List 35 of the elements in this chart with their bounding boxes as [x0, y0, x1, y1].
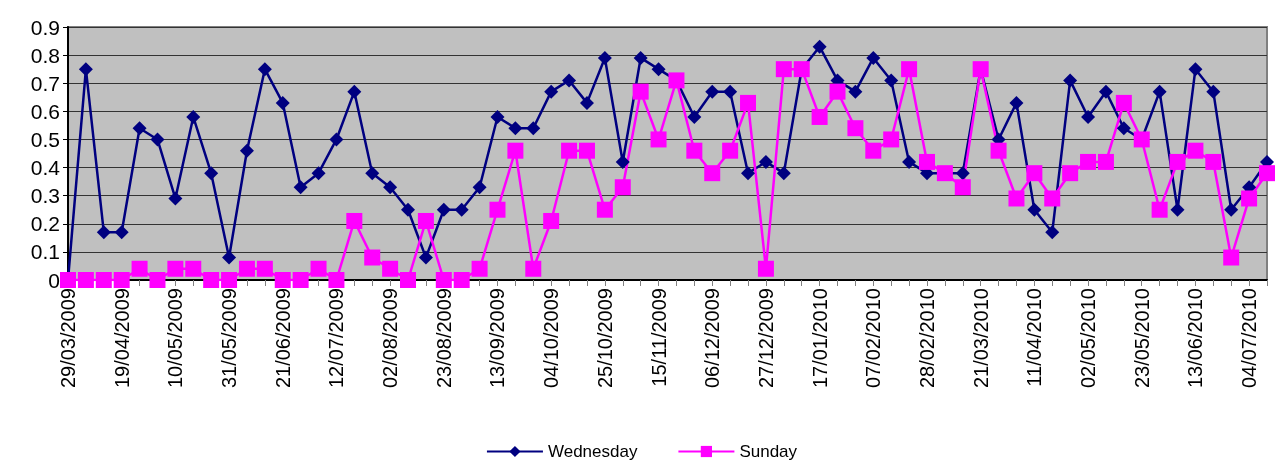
- x-tick-label: 04/10/2009: [540, 288, 563, 389]
- legend-label: Wednesday: [547, 442, 638, 461]
- x-tick-label: 21/06/2009: [271, 288, 294, 389]
- x-tick-label: 19/04/2009: [110, 288, 133, 389]
- x-tick-label: 31/05/2009: [218, 288, 241, 389]
- y-tick-label: 0.2: [30, 212, 60, 236]
- x-tick-label: 25/10/2009: [593, 288, 616, 389]
- x-tick-label: 04/07/2010: [1238, 288, 1261, 389]
- x-tick-label: 23/05/2010: [1130, 288, 1153, 389]
- y-tick-label: 0.6: [30, 99, 60, 123]
- y-tick-label: 0.8: [30, 43, 60, 67]
- y-tick-label: 0.4: [30, 156, 61, 180]
- x-tick-label: 13/06/2010: [1184, 288, 1207, 389]
- x-tick-label: 02/05/2010: [1077, 288, 1100, 389]
- y-tick-label: 0.7: [30, 71, 60, 95]
- y-tick-label: 0.9: [30, 15, 60, 39]
- y-tick-label: 0: [48, 268, 60, 292]
- x-tick-label: 29/03/2009: [57, 288, 79, 389]
- y-tick-label: 0.5: [30, 127, 60, 151]
- x-tick-label: 17/01/2010: [808, 288, 831, 389]
- x-tick-label: 06/12/2009: [701, 288, 724, 389]
- x-tick-label: 11/04/2010: [1023, 288, 1046, 387]
- x-tick-label: 27/12/2009: [754, 288, 777, 389]
- x-tick-label: 07/02/2010: [862, 288, 885, 389]
- x-tick-label: 10/05/2009: [164, 288, 187, 389]
- y-tick-label: 0.3: [30, 184, 60, 208]
- x-tick-label: 12/07/2009: [325, 288, 348, 389]
- x-tick-label: 02/08/2009: [379, 288, 402, 389]
- x-tick-label: 21/03/2010: [969, 288, 992, 389]
- legend-label: Sunday: [739, 442, 798, 461]
- x-tick-label: 28/02/2010: [915, 288, 938, 389]
- x-tick-label: 23/08/2009: [432, 288, 455, 389]
- y-tick-label: 0.1: [30, 240, 60, 264]
- x-tick-label: 13/09/2009: [486, 288, 509, 389]
- x-tick-label: 15/11/2009: [647, 288, 670, 387]
